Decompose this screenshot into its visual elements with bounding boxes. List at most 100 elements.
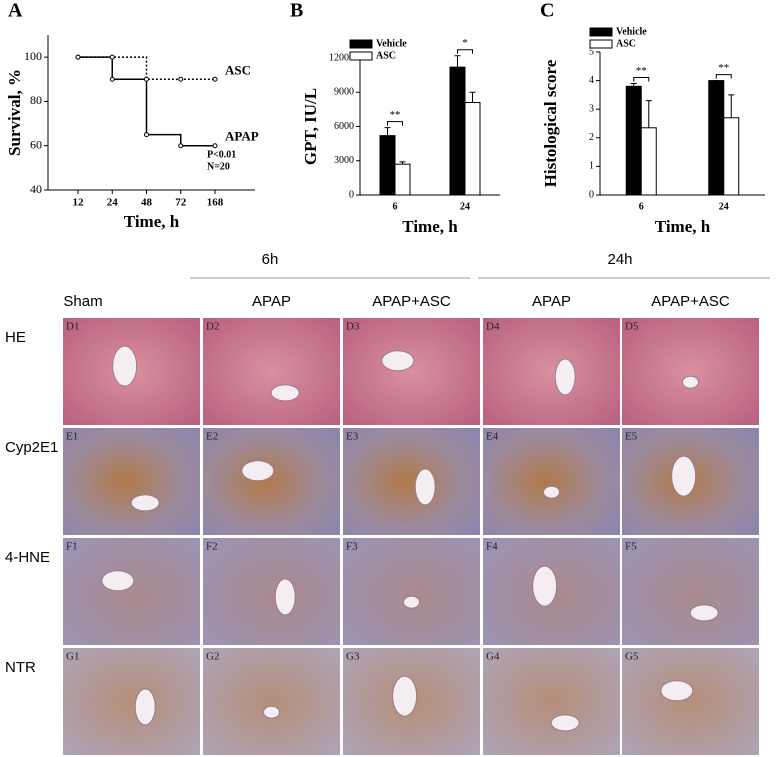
- x-axis-label: Time, h: [124, 212, 180, 231]
- bar: [723, 117, 740, 196]
- panel-label: D5: [625, 321, 639, 333]
- x-tick-label: 168: [207, 197, 224, 209]
- y-tick-label: 5: [589, 46, 594, 57]
- column-label: Sham: [63, 293, 102, 310]
- vessel: [682, 375, 699, 389]
- sig-bracket: [633, 76, 650, 82]
- vessel: [263, 705, 280, 719]
- bar: [708, 80, 725, 196]
- vessel: [550, 714, 580, 732]
- panel-label: F5: [625, 541, 637, 553]
- x-tick-label: 72: [175, 197, 187, 209]
- micrograph: [63, 428, 200, 535]
- panel-label: G2: [206, 651, 219, 663]
- y-tick-label: 9000: [334, 87, 354, 98]
- error-bar: [630, 82, 637, 87]
- micrograph: [622, 318, 759, 425]
- y-tick-label: 2: [589, 132, 594, 143]
- panel-label: F4: [486, 541, 498, 553]
- x-tick-label: 12: [73, 197, 85, 209]
- vessel: [130, 494, 160, 512]
- vessel: [671, 455, 697, 497]
- bar: [449, 66, 466, 196]
- x-tick-label: 24: [107, 197, 119, 209]
- micrograph: [63, 648, 200, 755]
- panel-label: D4: [486, 321, 500, 333]
- y-tick-label: 3000: [334, 155, 354, 166]
- panel-label: D3: [346, 321, 360, 333]
- column-label: APAP+ASC: [372, 293, 451, 310]
- panel-letter: B: [290, 0, 303, 22]
- x-tick-label: 48: [141, 197, 153, 209]
- sig-bracket: [457, 49, 473, 54]
- point: [75, 54, 81, 60]
- bar: [464, 102, 481, 196]
- row-label: HE: [5, 329, 26, 346]
- column-label: APAP+ASC: [651, 293, 730, 310]
- error-bar: [399, 161, 406, 165]
- legend-swatch: [349, 51, 373, 61]
- point: [178, 143, 184, 149]
- bar: [640, 127, 657, 196]
- vessel: [392, 675, 418, 717]
- bar: [394, 163, 411, 196]
- micrograph: [203, 318, 340, 425]
- bar: [379, 135, 396, 196]
- micrograph: [203, 648, 340, 755]
- micrograph: [483, 428, 620, 535]
- panel-label: F2: [206, 541, 218, 553]
- panel-label: E4: [486, 431, 499, 443]
- y-tick-label: 0: [589, 189, 594, 200]
- x-tick-label: 24: [460, 201, 470, 212]
- micrograph: [343, 538, 480, 645]
- row-label: Cyp2E1: [5, 439, 58, 456]
- panel-label: E2: [206, 431, 218, 443]
- error-bar: [469, 91, 476, 103]
- micrograph: [483, 318, 620, 425]
- vessel: [543, 485, 560, 499]
- vessel: [532, 565, 558, 607]
- point: [109, 54, 115, 60]
- y-tick-label: 6000: [334, 121, 354, 132]
- sig-bracket: [715, 74, 732, 79]
- legend-label: ASC: [376, 50, 396, 61]
- vessel: [270, 384, 300, 402]
- micrograph: [622, 648, 759, 755]
- micrograph: [343, 318, 480, 425]
- y-tick-label: 100: [24, 49, 42, 63]
- y-axis-label: Survival, %: [5, 69, 24, 156]
- y-tick-label: 1: [589, 161, 594, 172]
- row-label: 4-HNE: [5, 549, 50, 566]
- panel-label: G1: [66, 651, 79, 663]
- micrograph: [63, 538, 200, 645]
- significance: **: [718, 62, 729, 74]
- y-tick-label: 60: [30, 137, 42, 151]
- panel-label: G3: [346, 651, 360, 663]
- error-bar: [454, 55, 461, 68]
- x-tick-label: 6: [393, 201, 398, 212]
- series-label: APAP: [225, 129, 259, 144]
- row-label: NTR: [5, 659, 36, 676]
- legend-label: ASC: [616, 38, 636, 49]
- x-axis-label: Time, h: [655, 217, 711, 236]
- y-tick-label: 3: [589, 103, 594, 114]
- vessel: [241, 460, 275, 482]
- point: [109, 76, 115, 82]
- y-tick-label: 0: [349, 189, 354, 200]
- y-axis-label: GPT, IU/L: [301, 88, 320, 165]
- annotation: P<0.01: [207, 149, 236, 160]
- vessel: [414, 468, 436, 506]
- vessel: [381, 350, 415, 372]
- y-tick-label: 12000: [329, 52, 354, 63]
- x-axis-label: Time, h: [402, 217, 458, 236]
- significance: **: [636, 65, 647, 77]
- significance: *: [462, 37, 468, 49]
- vessel: [689, 604, 719, 622]
- panel-label: G4: [486, 651, 500, 663]
- legend-swatch: [589, 39, 613, 49]
- sig-bracket: [387, 121, 403, 126]
- point: [178, 76, 184, 82]
- point: [212, 76, 218, 82]
- error-bar: [728, 94, 735, 118]
